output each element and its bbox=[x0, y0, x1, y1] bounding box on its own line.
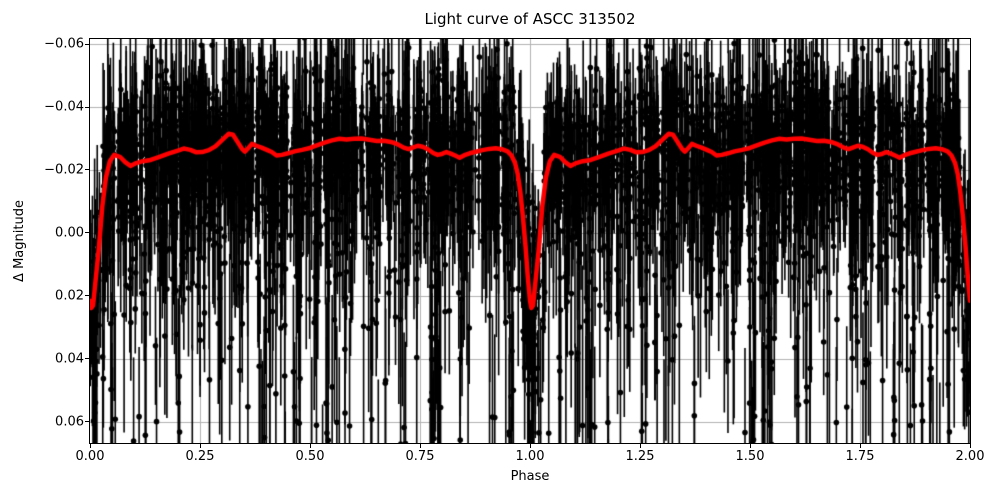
chart-title: Light curve of ASCC 313502 bbox=[424, 10, 636, 28]
y-tick-label: −0.02 bbox=[44, 162, 84, 178]
x-tick-mark bbox=[859, 444, 861, 448]
x-tick-mark bbox=[419, 444, 421, 448]
y-tick-mark bbox=[85, 106, 89, 108]
y-tick-mark bbox=[85, 169, 89, 171]
plot-canvas bbox=[90, 39, 970, 443]
y-tick-label: 0.00 bbox=[55, 225, 84, 241]
y-tick-mark bbox=[85, 232, 89, 234]
x-tick-label: 0.00 bbox=[75, 449, 105, 464]
x-tick-mark bbox=[309, 444, 311, 448]
x-tick-mark bbox=[749, 444, 751, 448]
y-axis-label: Δ Magnitude bbox=[12, 200, 27, 282]
x-tick-label: 1.75 bbox=[845, 449, 875, 464]
y-tick-label: −0.06 bbox=[44, 36, 84, 52]
y-tick-label: 0.02 bbox=[55, 288, 84, 304]
x-tick-label: 0.50 bbox=[295, 449, 325, 464]
x-tick-mark bbox=[529, 444, 531, 448]
x-tick-label: 0.75 bbox=[405, 449, 435, 464]
x-tick-label: 2.00 bbox=[955, 449, 985, 464]
x-tick-label: 1.25 bbox=[625, 449, 655, 464]
y-tick-mark bbox=[85, 358, 89, 360]
x-tick-mark bbox=[199, 444, 201, 448]
x-tick-label: 0.25 bbox=[185, 449, 215, 464]
x-tick-mark bbox=[89, 444, 91, 448]
x-tick-label: 1.00 bbox=[515, 449, 545, 464]
x-axis-label: Phase bbox=[510, 469, 550, 484]
x-tick-mark bbox=[639, 444, 641, 448]
y-tick-label: −0.04 bbox=[44, 99, 84, 115]
x-tick-label: 1.50 bbox=[735, 449, 765, 464]
y-tick-mark bbox=[85, 421, 89, 423]
y-tick-label: 0.04 bbox=[55, 351, 84, 367]
y-tick-label: 0.06 bbox=[55, 414, 84, 430]
x-tick-mark bbox=[969, 444, 971, 448]
y-tick-mark bbox=[85, 43, 89, 45]
y-tick-mark bbox=[85, 295, 89, 297]
